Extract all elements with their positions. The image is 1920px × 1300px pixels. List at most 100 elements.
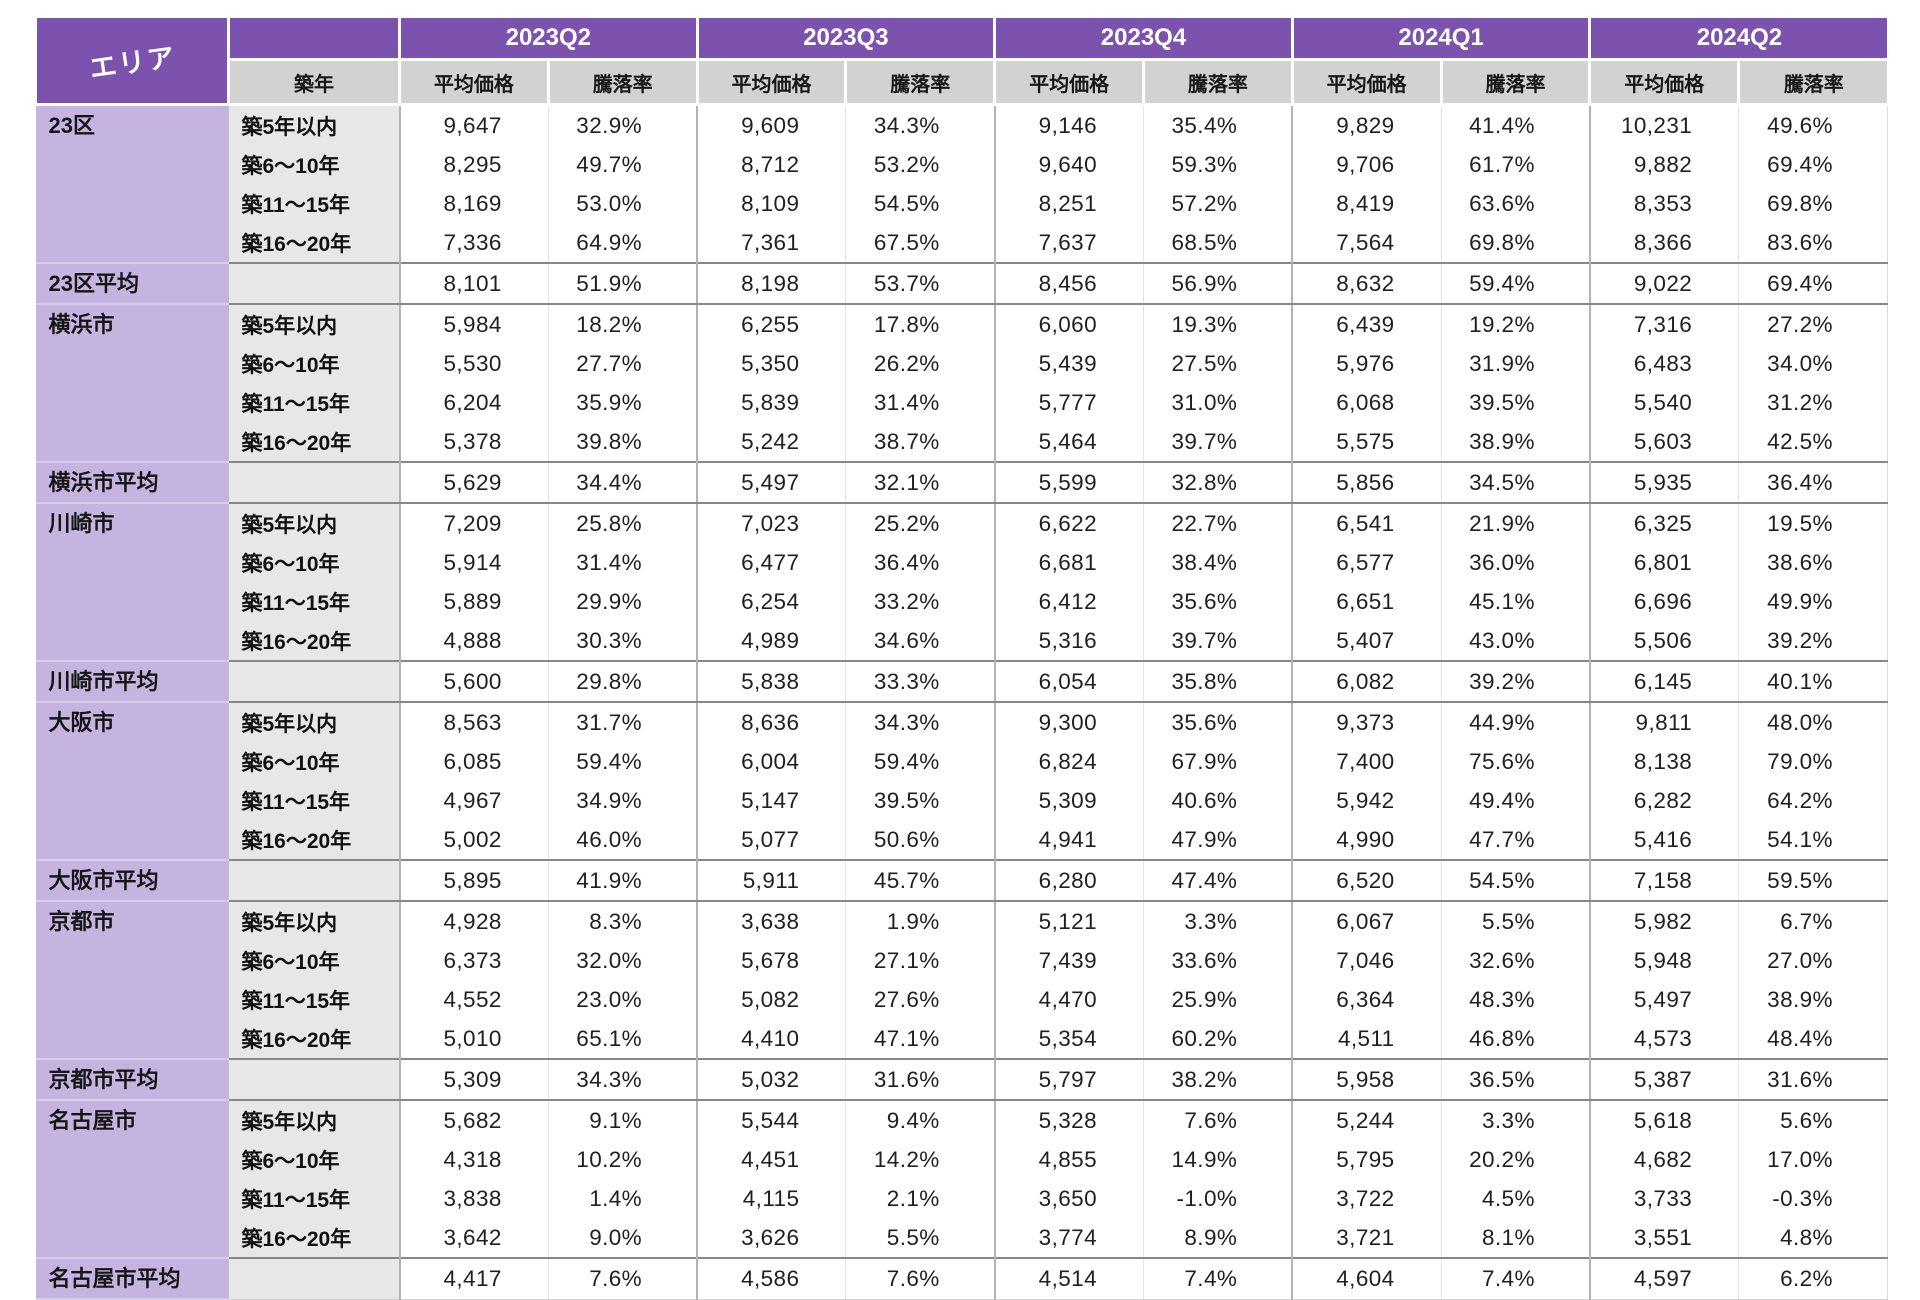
change-rate-cell: 1.9% — [845, 901, 995, 941]
change-rate-header: 騰落率 — [844, 59, 995, 106]
change-rate-cell: 49.7% — [547, 145, 698, 184]
avg-price-cell: 3,551 — [1588, 1218, 1739, 1258]
avg-price-cell: 4,682 — [1588, 1140, 1739, 1179]
change-rate-cell: 10.2% — [547, 1140, 698, 1179]
change-rate-cell: 56.9% — [1142, 262, 1293, 305]
quarter-header-2023q2: 2023Q2 — [398, 18, 698, 61]
change-rate-cell: 53.0% — [547, 184, 698, 223]
avg-price-cell: 8,636 — [696, 702, 846, 742]
table-row: 京都市 築5年以内 4,928 8.3% 3,638 1.9% 5,121 3.3% 6,067… — [35, 901, 1888, 1059]
average-row: 23区平均 8,101 51.9% 8,198 53.7% 8,456 56.9% 8,632… — [35, 262, 1888, 305]
building-age-label: 築16〜20年 — [228, 621, 400, 661]
table-row: 築6〜10年 6,373 32.0% 5,678 27.1% 7,439 33.6% 7,04… — [36, 941, 1888, 980]
avg-price-cell: 4,514 — [993, 1257, 1144, 1300]
change-rate-cell: 3.3% — [1440, 1100, 1590, 1140]
avg-price-cell: 9,882 — [1588, 145, 1739, 184]
report-page: { "colors": { "header_purple": "#7B52AE"… — [0, 18, 1920, 1300]
change-rate-cell: 39.2% — [1440, 660, 1590, 703]
change-rate-cell: 8.9% — [1142, 1218, 1293, 1258]
change-rate-cell: 31.9% — [1440, 344, 1590, 383]
avg-price-cell: 9,647 — [398, 104, 549, 145]
change-rate-cell: 27.7% — [547, 344, 698, 383]
avg-price-cell: 5,984 — [398, 304, 549, 344]
avg-price-cell: 5,530 — [398, 344, 549, 383]
change-rate-cell: 69.4% — [1738, 145, 1888, 184]
change-rate-cell: 19.2% — [1440, 304, 1590, 344]
change-rate-cell: 7.4% — [1142, 1257, 1293, 1300]
avg-price-cell: 5,464 — [993, 422, 1144, 462]
building-age-label: 築11〜15年 — [228, 1179, 400, 1218]
avg-price-header: 平均価格 — [993, 59, 1144, 106]
table-body: 23区 築5年以内 9,647 32.9% 9,609 34.3% 9,146 35.4% 9,… — [35, 104, 1888, 1300]
change-rate-cell: 64.9% — [547, 223, 698, 263]
change-rate-cell: 31.4% — [845, 383, 995, 422]
price-change-table: エリア 2023Q2 2023Q3 2023Q4 2024Q1 2024Q2 築… — [34, 18, 1888, 1300]
table-row: 築11〜15年 8,169 53.0% 8,109 54.5% 8,251 57.2% 8,4… — [36, 184, 1888, 223]
area-average-label: 大阪市平均 — [35, 859, 229, 902]
avg-price-cell: 8,632 — [1291, 262, 1442, 305]
year-column-header: 築年 — [228, 59, 400, 106]
avg-price-cell: 5,603 — [1588, 422, 1739, 462]
avg-price-cell: 5,982 — [1588, 901, 1739, 941]
change-rate-cell: 43.0% — [1440, 621, 1590, 661]
change-rate-cell: 63.6% — [1440, 184, 1590, 223]
building-age-label: 築16〜20年 — [228, 422, 400, 462]
avg-price-cell: 7,439 — [993, 941, 1144, 980]
change-rate-cell: 39.2% — [1738, 621, 1888, 661]
change-rate-cell: 39.5% — [845, 781, 995, 820]
avg-price-cell: 6,651 — [1291, 582, 1442, 621]
change-rate-cell: 38.9% — [1738, 980, 1888, 1019]
change-rate-cell: 31.2% — [1738, 383, 1888, 422]
change-rate-cell: 32.8% — [1142, 461, 1293, 504]
change-rate-cell: 27.5% — [1142, 344, 1293, 383]
change-rate-header: 騰落率 — [1439, 59, 1590, 106]
change-rate-cell: 3.3% — [1142, 901, 1293, 941]
avg-price-cell: 5,618 — [1588, 1100, 1739, 1140]
change-rate-cell: 67.9% — [1142, 742, 1293, 781]
avg-price-cell: 8,169 — [398, 184, 549, 223]
avg-price-cell: 5,935 — [1588, 461, 1739, 504]
avg-price-cell: 7,336 — [398, 223, 549, 263]
table-row: 築16〜20年 7,336 64.9% 7,361 67.5% 7,637 68.5% 7,5… — [36, 223, 1888, 263]
change-rate-cell: 34.3% — [845, 702, 995, 742]
change-rate-cell: 36.0% — [1440, 543, 1590, 582]
avg-price-cell: 5,629 — [398, 461, 549, 504]
avg-price-cell: 5,032 — [696, 1058, 846, 1101]
avg-price-cell: 5,439 — [993, 344, 1144, 383]
avg-price-cell: 5,889 — [398, 582, 549, 621]
change-rate-cell: 9.1% — [547, 1100, 698, 1140]
avg-price-cell: 6,004 — [696, 742, 846, 781]
avg-price-cell: 3,626 — [696, 1218, 846, 1258]
area-average-label: 京都市平均 — [35, 1058, 229, 1101]
avg-price-cell: 5,121 — [993, 901, 1144, 941]
avg-price-cell: 7,564 — [1291, 223, 1442, 263]
area-group-label: 大阪市 — [35, 702, 229, 860]
avg-price-cell: 6,325 — [1588, 503, 1739, 543]
change-rate-cell: 25.8% — [547, 503, 698, 543]
table-row: 築11〜15年 3,838 1.4% 4,115 2.1% 3,650 -1.0% 3,722… — [36, 1179, 1888, 1218]
avg-price-cell: 7,637 — [993, 223, 1144, 263]
building-age-label-empty — [228, 461, 400, 504]
avg-price-cell: 8,251 — [993, 184, 1144, 223]
change-rate-cell: 49.4% — [1440, 781, 1590, 820]
avg-price-cell: 3,642 — [398, 1218, 549, 1258]
change-rate-cell: 19.5% — [1738, 503, 1888, 543]
change-rate-cell: 34.9% — [547, 781, 698, 820]
change-rate-cell: 26.2% — [845, 344, 995, 383]
change-rate-cell: 44.9% — [1440, 702, 1590, 742]
avg-price-cell: 7,400 — [1291, 742, 1442, 781]
avg-price-cell: 3,838 — [398, 1179, 549, 1218]
change-rate-cell: 39.7% — [1142, 422, 1293, 462]
change-rate-cell: 39.8% — [547, 422, 698, 462]
change-rate-cell: 31.6% — [845, 1058, 995, 1101]
building-age-label: 築6〜10年 — [228, 941, 400, 980]
avg-price-cell: 6,054 — [993, 660, 1144, 703]
change-rate-cell: 60.2% — [1142, 1019, 1293, 1059]
avg-price-cell: 6,068 — [1291, 383, 1442, 422]
building-age-label: 築6〜10年 — [228, 1140, 400, 1179]
change-rate-cell: 53.7% — [845, 262, 995, 305]
change-rate-cell: 6.2% — [1738, 1257, 1888, 1300]
avg-price-cell: 5,497 — [1588, 980, 1739, 1019]
building-age-label: 築11〜15年 — [228, 184, 400, 223]
avg-price-cell: 4,318 — [398, 1140, 549, 1179]
